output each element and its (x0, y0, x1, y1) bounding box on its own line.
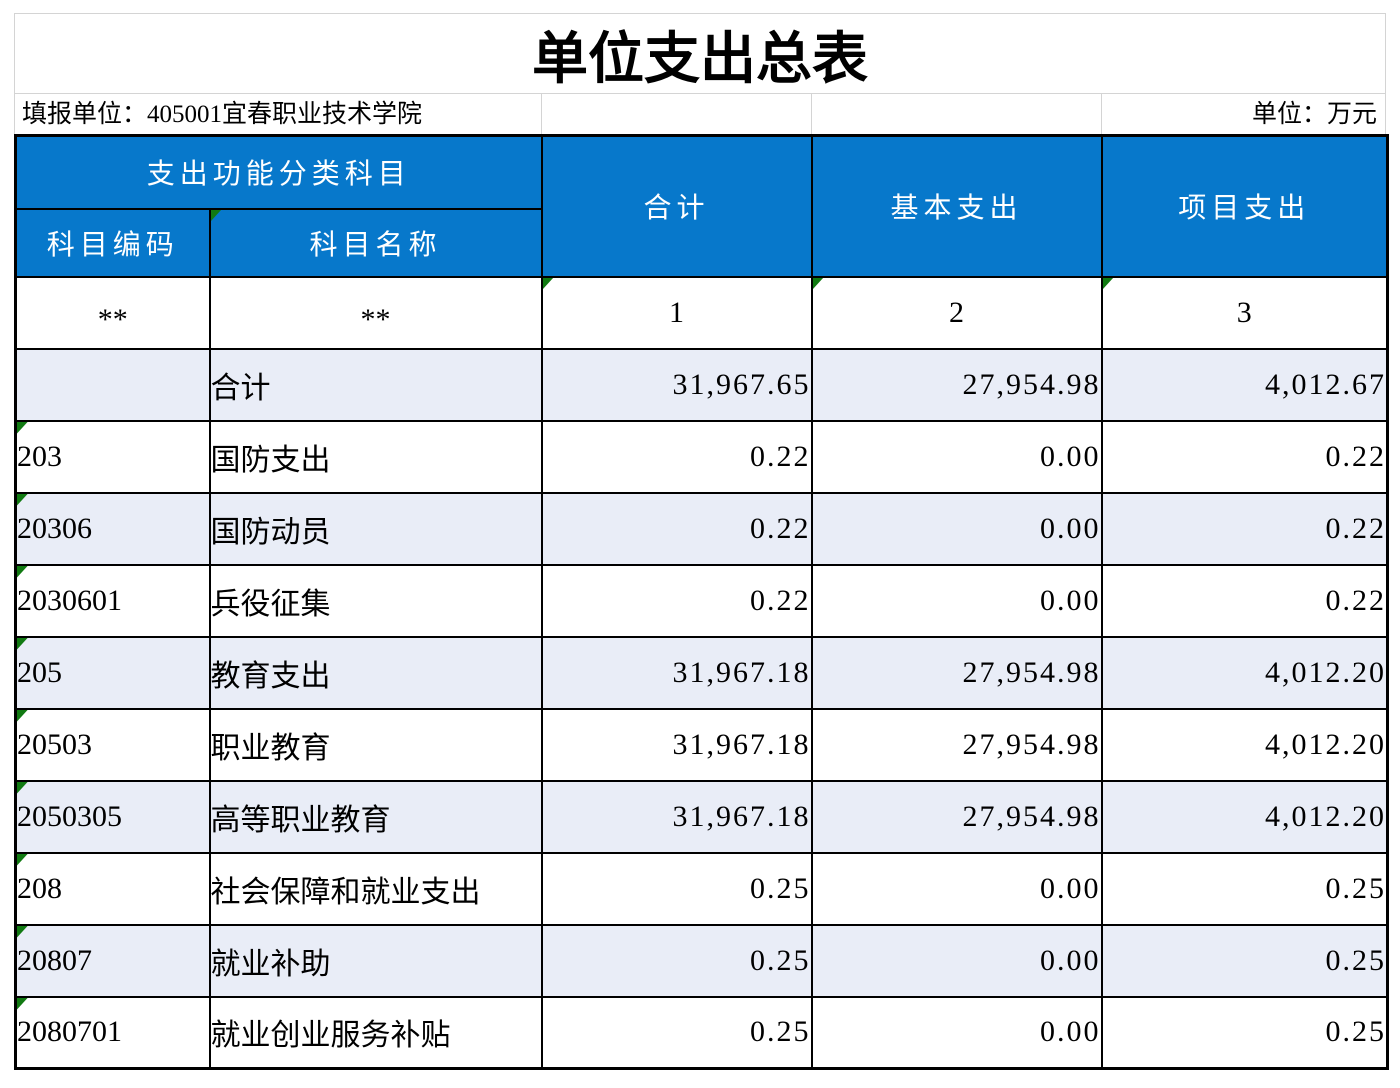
subject-name-cell[interactable]: 就业创业服务补贴 (208, 995, 543, 1070)
cell-error-indicator-icon (17, 566, 28, 578)
header-subject-code[interactable]: 科目编码 (14, 207, 211, 278)
subject-code-cell[interactable]: 203 (14, 419, 211, 494)
project-expenditure-cell[interactable]: 0.22 (1100, 563, 1389, 638)
cell-error-indicator-icon (17, 422, 28, 434)
total-cell[interactable]: 31,967.18 (540, 635, 813, 710)
subject-code-cell[interactable]: ** (14, 275, 211, 350)
table-row: 208 社会保障和就业支出 0.25 0.00 0.25 (14, 851, 1389, 926)
subject-name-cell[interactable]: 教育支出 (208, 635, 543, 710)
total-cell[interactable]: 0.22 (540, 419, 813, 494)
basic-expenditure-cell[interactable]: 2 (810, 275, 1103, 350)
subject-name-cell[interactable]: 合计 (208, 347, 543, 422)
cell-error-indicator-icon (17, 854, 28, 866)
project-expenditure-cell[interactable]: 0.22 (1100, 419, 1389, 494)
subject-name-cell[interactable]: 就业补助 (208, 923, 543, 998)
total-cell[interactable]: 31,967.18 (540, 707, 813, 782)
cell-error-indicator-icon (1103, 278, 1114, 290)
cell-error-indicator-icon (17, 638, 28, 650)
header-basic-expenditure[interactable]: 基本支出 (810, 134, 1103, 278)
report-title-cell[interactable]: 单位支出总表 (14, 13, 1386, 93)
page-title: 单位支出总表 (532, 29, 868, 91)
subject-name-cell[interactable]: ** (208, 275, 543, 350)
project-expenditure-cell[interactable]: 4,012.20 (1100, 779, 1389, 854)
subject-name-cell[interactable]: 国防支出 (208, 419, 543, 494)
basic-expenditure-cell[interactable]: 0.00 (810, 995, 1103, 1070)
basic-expenditure-cell[interactable]: 0.00 (810, 923, 1103, 998)
table-row: 20503 职业教育 31,967.18 27,954.98 4,012.20 (14, 707, 1389, 782)
total-cell[interactable]: 0.22 (540, 491, 813, 566)
expenditure-table: 支出功能分类科目 合计 基本支出 项目支出 科目编码 科目名称 ** ** 1 … (14, 134, 1390, 1070)
cell-error-indicator-icon (211, 210, 222, 222)
project-expenditure-cell[interactable]: 3 (1100, 275, 1389, 350)
column-code-row: ** ** 1 2 3 (14, 275, 1389, 350)
basic-expenditure-cell[interactable]: 0.00 (810, 851, 1103, 926)
spreadsheet: 单位支出总表 填报单位：405001宜春职业技术学院 单位：万元 支出功能分类科… (14, 13, 1390, 1070)
header-row-2: 科目编码 科目名称 (14, 207, 1388, 278)
meta-row: 填报单位：405001宜春职业技术学院 单位：万元 (14, 93, 1386, 134)
total-cell[interactable]: 0.25 (540, 995, 813, 1070)
subject-name-cell[interactable]: 兵役征集 (208, 563, 543, 638)
basic-expenditure-cell[interactable]: 27,954.98 (810, 707, 1103, 782)
subject-code-cell[interactable]: 20807 (14, 923, 211, 998)
cell-error-indicator-icon (17, 782, 28, 794)
cell-error-indicator-icon (17, 710, 28, 722)
header-subject-name[interactable]: 科目名称 (208, 207, 543, 278)
subject-code-cell[interactable]: 208 (14, 851, 211, 926)
header-project-expenditure[interactable]: 项目支出 (1100, 134, 1389, 278)
table-row: 2030601 兵役征集 0.22 0.00 0.22 (14, 563, 1389, 638)
cell-error-indicator-icon (813, 278, 824, 290)
subject-code-cell[interactable] (14, 347, 211, 422)
gridline (1101, 94, 1102, 134)
cell-error-indicator-icon (17, 494, 28, 506)
report-unit-label[interactable]: 填报单位：405001宜春职业技术学院 (22, 101, 423, 128)
gridline (541, 94, 542, 134)
project-expenditure-cell[interactable]: 0.25 (1100, 851, 1389, 926)
project-expenditure-cell[interactable]: 0.22 (1100, 491, 1389, 566)
header-row-1: 支出功能分类科目 合计 基本支出 项目支出 (14, 134, 1389, 278)
project-expenditure-cell[interactable]: 4,012.20 (1100, 635, 1389, 710)
table-row: 205 教育支出 31,967.18 27,954.98 4,012.20 (14, 635, 1389, 710)
subject-name-cell[interactable]: 职业教育 (208, 707, 543, 782)
total-cell[interactable]: 0.25 (540, 923, 813, 998)
project-expenditure-cell[interactable]: 4,012.67 (1100, 347, 1389, 422)
subject-name-cell[interactable]: 高等职业教育 (208, 779, 543, 854)
subject-code-cell[interactable]: 20306 (14, 491, 211, 566)
unit-label[interactable]: 单位：万元 (1251, 101, 1377, 128)
header-function-class[interactable]: 支出功能分类科目 (14, 134, 543, 210)
subject-code-cell[interactable]: 2080701 (14, 995, 211, 1070)
subject-code-cell[interactable]: 205 (14, 635, 211, 710)
table-row: 2050305 高等职业教育 31,967.18 27,954.98 4,012… (14, 779, 1389, 854)
total-cell[interactable]: 0.22 (540, 563, 813, 638)
subject-code-cell[interactable]: 2030601 (14, 563, 211, 638)
cell-error-indicator-icon (17, 926, 28, 938)
total-cell[interactable]: 31,967.65 (540, 347, 813, 422)
basic-expenditure-cell[interactable]: 27,954.98 (810, 347, 1103, 422)
project-expenditure-cell[interactable]: 4,012.20 (1100, 707, 1389, 782)
table-row: 20807 就业补助 0.25 0.00 0.25 (14, 923, 1389, 998)
header-total[interactable]: 合计 (540, 134, 813, 278)
table-row: 20306 国防动员 0.22 0.00 0.22 (14, 491, 1389, 566)
basic-expenditure-cell[interactable]: 0.00 (810, 491, 1103, 566)
total-cell[interactable]: 0.25 (540, 851, 813, 926)
subject-code-cell[interactable]: 20503 (14, 707, 211, 782)
total-cell[interactable]: 1 (540, 275, 813, 350)
gridline (811, 94, 812, 134)
cell-error-indicator-icon (543, 278, 554, 290)
total-cell[interactable]: 31,967.18 (540, 779, 813, 854)
project-expenditure-cell[interactable]: 0.25 (1100, 995, 1389, 1070)
basic-expenditure-cell[interactable]: 0.00 (810, 563, 1103, 638)
project-expenditure-cell[interactable]: 0.25 (1100, 923, 1389, 998)
table-row: 2080701 就业创业服务补贴 0.25 0.00 0.25 (14, 995, 1389, 1070)
basic-expenditure-cell[interactable]: 27,954.98 (810, 779, 1103, 854)
table-row: 203 国防支出 0.22 0.00 0.22 (14, 419, 1389, 494)
subject-code-cell[interactable]: 2050305 (14, 779, 211, 854)
basic-expenditure-cell[interactable]: 27,954.98 (810, 635, 1103, 710)
cell-error-indicator-icon (17, 998, 28, 1010)
basic-expenditure-cell[interactable]: 0.00 (810, 419, 1103, 494)
table-row: 合计 31,967.65 27,954.98 4,012.67 (14, 347, 1389, 422)
subject-name-cell[interactable]: 社会保障和就业支出 (208, 851, 543, 926)
subject-name-cell[interactable]: 国防动员 (208, 491, 543, 566)
